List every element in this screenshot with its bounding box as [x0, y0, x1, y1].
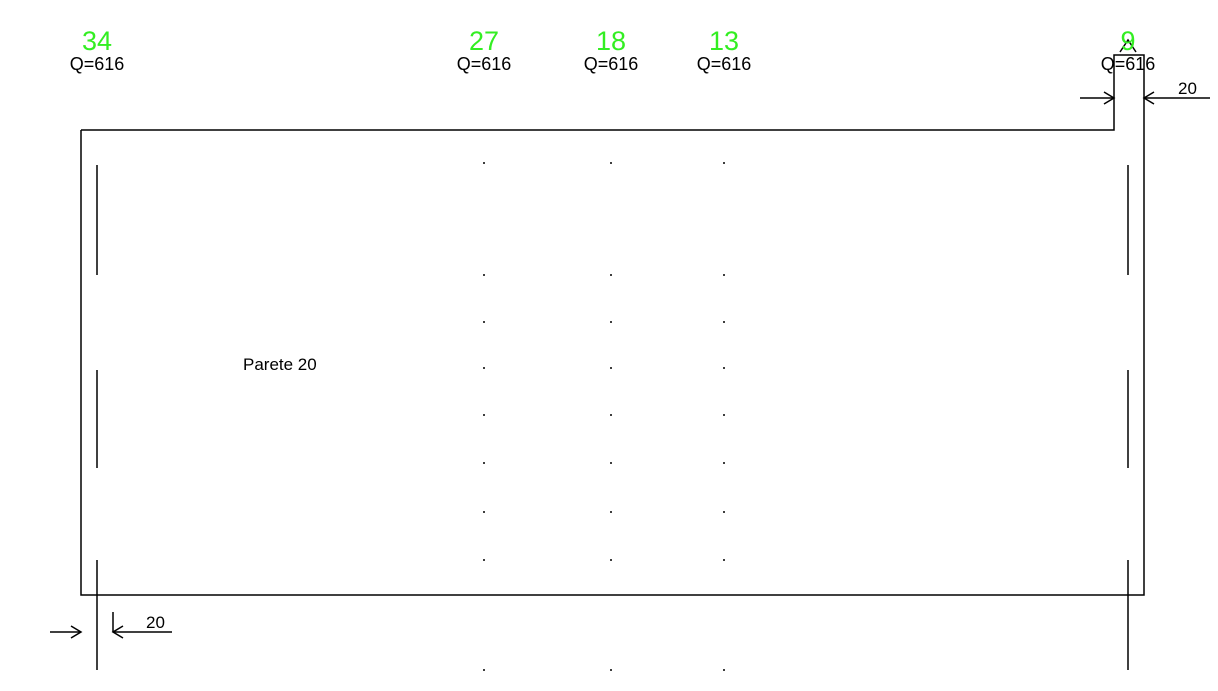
grid-dot: [723, 669, 725, 671]
grid-dot: [483, 414, 485, 416]
grid-dot: [483, 511, 485, 513]
marker-level: Q=616: [697, 54, 752, 74]
grid-dot: [723, 559, 725, 561]
dimension-bottom: 20: [50, 612, 172, 639]
marker-number: 9: [1120, 26, 1135, 56]
grid-dot: [610, 559, 612, 561]
grid-dot: [723, 162, 725, 164]
grid-dot: [483, 462, 485, 464]
grid-dot: [610, 462, 612, 464]
grid-dot: [483, 559, 485, 561]
grid-dot: [610, 274, 612, 276]
marker-level: Q=616: [457, 54, 512, 74]
dimension-label: 20: [146, 613, 165, 632]
grid-dot: [723, 367, 725, 369]
grid-dot: [610, 367, 612, 369]
grid-dot: [610, 414, 612, 416]
grid-dot: [483, 669, 485, 671]
grid-dot: [610, 669, 612, 671]
marker-number: 13: [709, 26, 739, 56]
marker-level: Q=616: [1101, 54, 1156, 74]
dimension-top: 20: [1080, 79, 1210, 105]
dimension-label: 20: [1178, 79, 1197, 98]
grid-dot: [723, 511, 725, 513]
grid-dot: [483, 162, 485, 164]
marker-caret: [1119, 38, 1137, 53]
grid-dot: [483, 274, 485, 276]
grid-dot: [610, 511, 612, 513]
grid-dot: [483, 367, 485, 369]
grid-dot: [610, 321, 612, 323]
marker-number: 27: [469, 26, 499, 56]
wall-label: Parete 20: [243, 355, 317, 374]
marker-number: 34: [82, 26, 112, 56]
grid-dot: [723, 462, 725, 464]
grid-dot: [723, 414, 725, 416]
grid-dot: [483, 321, 485, 323]
marker-number: 18: [596, 26, 626, 56]
grid-dot: [610, 162, 612, 164]
grid-dot: [723, 274, 725, 276]
marker-level: Q=616: [584, 54, 639, 74]
marker-level: Q=616: [70, 54, 125, 74]
grid-dot: [723, 321, 725, 323]
wall-outline: [80, 54, 1145, 596]
